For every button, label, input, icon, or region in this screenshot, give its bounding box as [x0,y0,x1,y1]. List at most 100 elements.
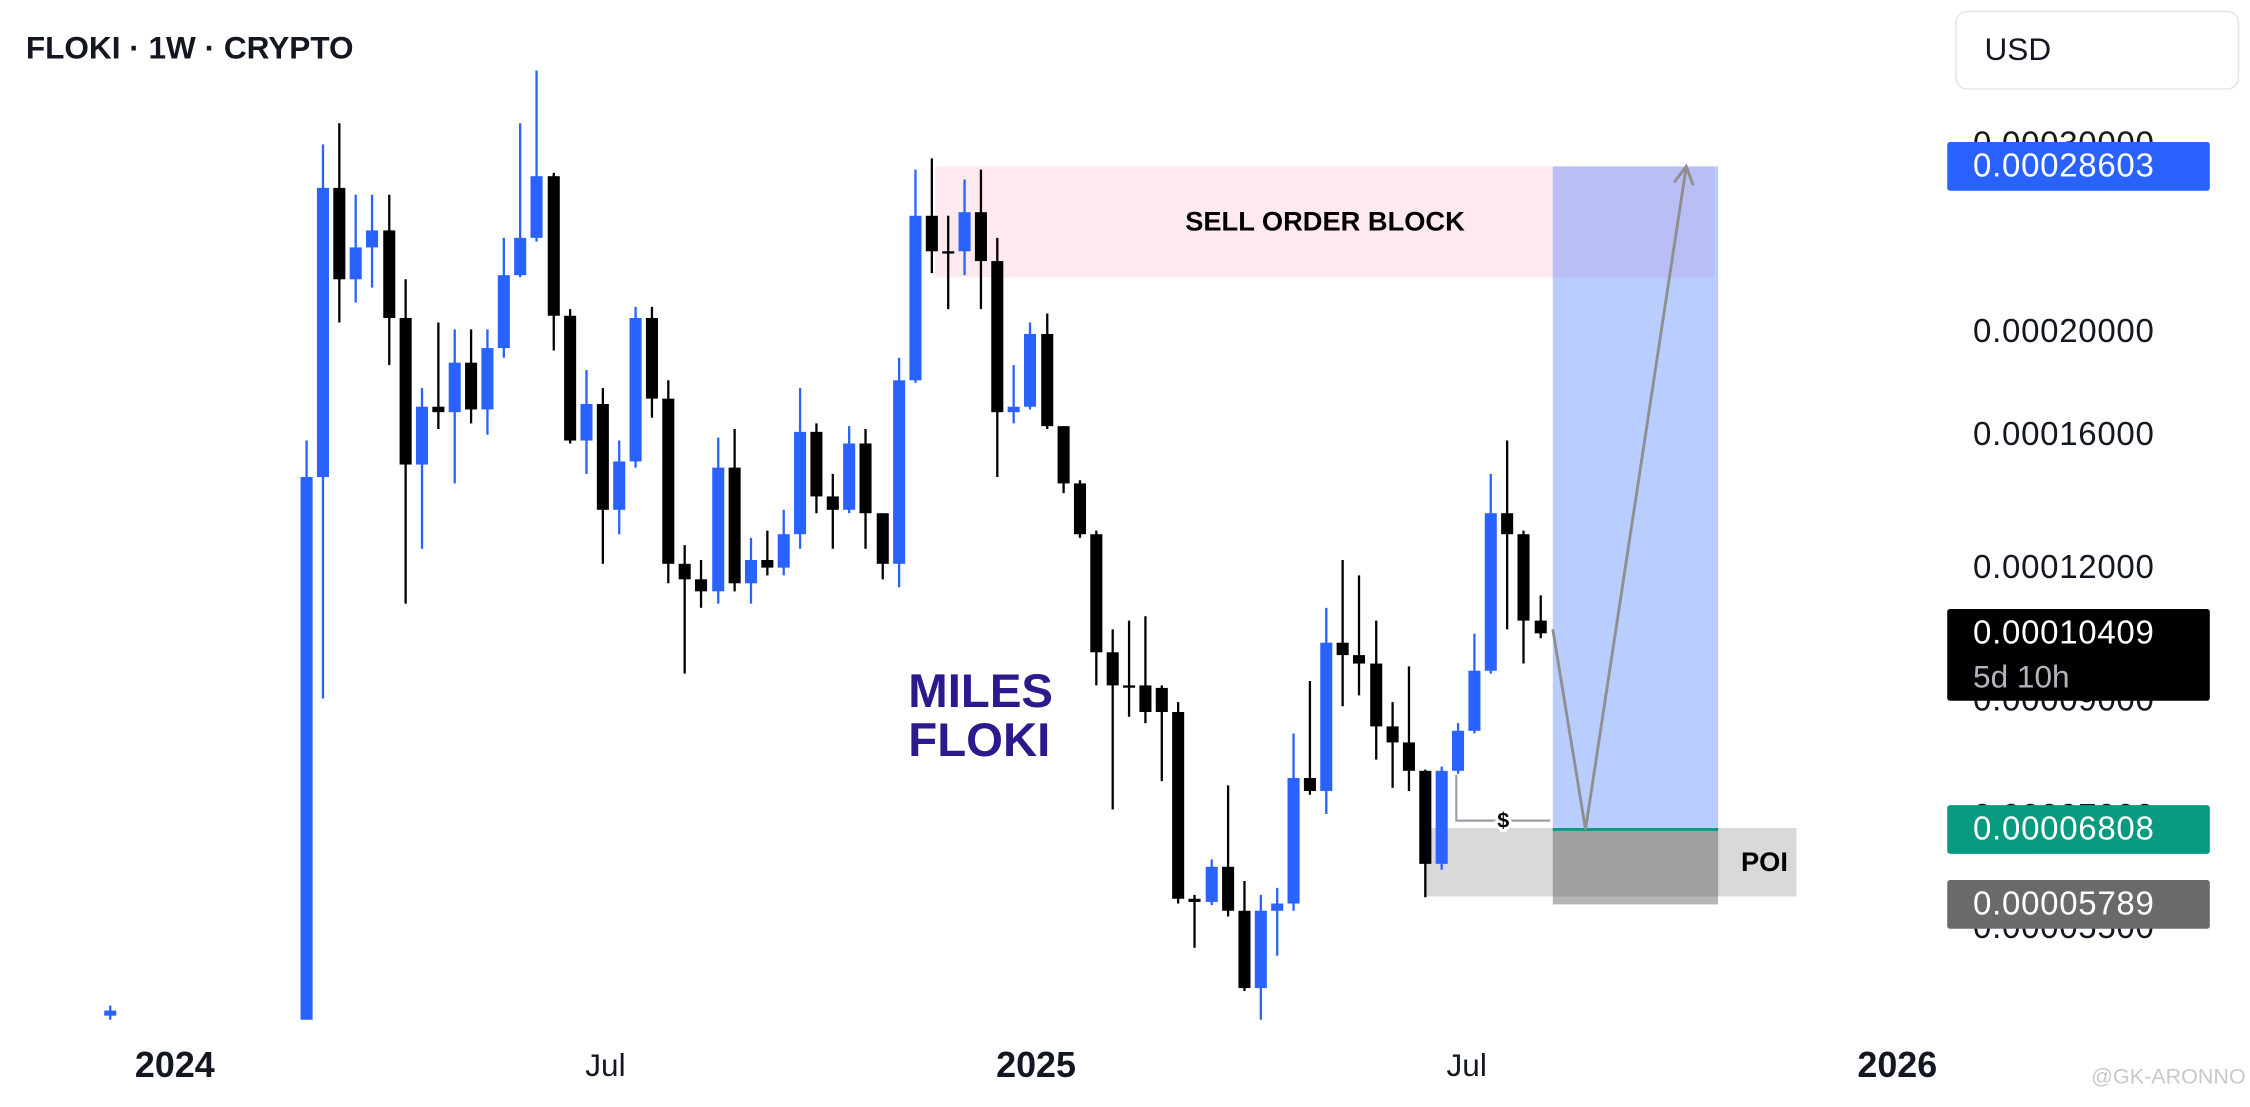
projection-line [1551,166,1688,830]
watermark: MILES [908,665,1053,718]
candle-body [349,247,362,280]
candle-body [1222,866,1235,911]
candle-body [1271,903,1284,911]
zone [935,166,1715,278]
candle-body [1419,770,1432,864]
candle-body [843,443,856,510]
candle-body [1370,663,1383,727]
candle-body [104,1010,117,1016]
candle-body [909,215,922,381]
candle-body [974,212,987,262]
x-tick-label: 2025 [996,1045,1076,1085]
candle-body [1041,333,1054,427]
candle-body [794,431,807,535]
candle-body [1517,534,1530,621]
candle-body [744,559,758,584]
candle-body [300,477,313,1020]
candle-body [596,404,609,510]
candle-body [728,467,741,584]
candle-body [695,579,708,592]
liquidity-line [1455,774,1551,822]
x-tick-label: Jul [1446,1047,1486,1083]
projection-arrowhead [1672,163,1695,186]
candle-body [1303,778,1316,791]
candle-body [893,380,906,564]
candle-body [1402,742,1415,771]
candle-body [1386,726,1399,743]
candle-body [1435,770,1448,864]
candle-body [1155,687,1168,712]
x-tick-label: 2026 [1857,1045,1937,1085]
candle-body [1501,513,1514,535]
candle-body [366,230,379,248]
candle-body [1452,730,1465,771]
candle-body [662,398,675,564]
candle-body [481,348,494,410]
candle-body [383,230,396,318]
candle-body [547,176,560,316]
candle-body [613,461,626,510]
price-label: 0.00006808 [1973,810,2155,847]
candle-body [530,176,543,238]
candle-body [497,275,510,349]
candle-body [564,315,577,441]
candle-body [580,404,593,441]
candle-body [1007,406,1020,413]
y-tick-label: 0.00020000 [1973,312,2155,349]
zone-label: SELL ORDER BLOCK [1185,205,1465,236]
candle-body [777,534,790,568]
candle-body [1139,685,1152,712]
price-label-box [1947,880,2210,929]
candle-body [712,467,725,592]
candle-body [514,237,527,276]
candle-body [448,362,461,413]
candle-body [1534,620,1547,634]
price-countdown: 5d 10h [1973,659,2070,695]
currency-label[interactable]: USD [1985,31,2052,67]
zone-label: POI [1741,846,1788,877]
x-tick-label: 2024 [135,1045,215,1085]
candle-body [859,443,872,514]
candle-body [645,317,658,399]
candle-body [1336,642,1349,656]
candle-body [1320,642,1333,791]
liquidity-label: $ [1497,809,1509,833]
watermark: FLOKI [908,714,1050,767]
price-label: 0.00028603 [1973,146,2155,183]
candle-body [958,212,971,252]
candle-body [826,496,839,510]
candle-body [1023,333,1037,407]
y-tick-label: 0.00012000 [1973,548,2155,585]
candle-body [1172,711,1185,899]
candle-body [333,187,346,280]
price-label-box [1947,141,2210,191]
chart-title: FLOKI · 1W · CRYPTO [26,30,354,66]
candle-body [1468,670,1481,731]
candle-body [1238,910,1251,989]
candle-body [415,406,429,465]
price-label: 0.00010409 [1973,613,2155,650]
candle-body [761,559,774,568]
candle-body [1205,866,1218,902]
candle-body [942,251,955,254]
currency-button[interactable] [1955,10,2240,90]
candle-body [1090,534,1103,653]
candle-body [432,406,445,413]
candle-body [1352,655,1366,664]
price-label-box [1947,805,2210,854]
candle-body [629,317,642,462]
price-label: 0.00005789 [1973,885,2155,922]
candle-body [876,513,889,564]
candle-body [1057,426,1070,484]
candle-body [1188,898,1201,902]
candle-body [1123,685,1136,688]
candle-body [1484,513,1497,671]
price-label-box [1947,608,2210,701]
candle-body [316,187,329,478]
candle-body [1254,910,1267,989]
candle-body [678,563,691,580]
candle-body [925,215,938,252]
candle-body [991,261,1004,413]
